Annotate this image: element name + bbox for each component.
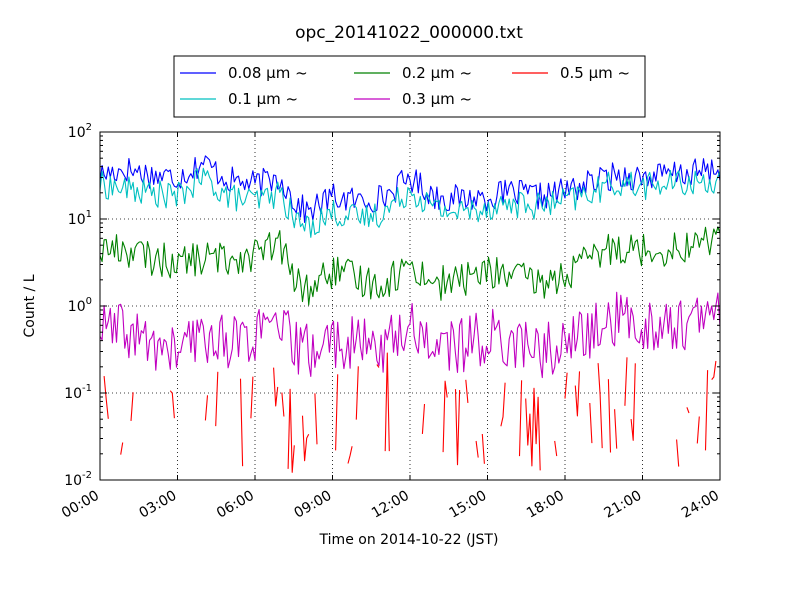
legend-entry: 0.3 μm ~: [354, 90, 472, 108]
y-tick-label: 101: [68, 209, 92, 228]
series-layer: [100, 155, 720, 472]
legend-entry: 0.1 μm ~: [180, 90, 298, 108]
legend-entry: 0.5 μm ~: [512, 64, 630, 82]
x-axis-label: Time on 2014-10-22 (JST): [319, 532, 499, 548]
chart-title: opc_20141022_000000.txt: [295, 23, 523, 43]
legend-label: 0.08 μm ~: [228, 64, 308, 82]
series-line: [100, 167, 720, 238]
y-tick-label: 100: [68, 296, 92, 315]
y-tick-label: 10-2: [64, 470, 92, 489]
legend: 0.08 μm ~ 0.1 μm ~ 0.2 μm ~ 0.3 μm ~ 0.5 μm …: [173, 55, 646, 118]
legend-label: 0.1 μm ~: [228, 90, 298, 108]
legend-frame: [173, 55, 646, 118]
y-tick-label: 102: [68, 122, 92, 141]
legend-label: 0.5 μm ~: [560, 64, 630, 82]
series-line: [100, 291, 720, 379]
series-line: [100, 155, 720, 224]
y-axis-label: Count / L: [22, 274, 38, 337]
legend-entry: 0.08 μm ~: [180, 64, 308, 82]
series-line: [100, 226, 720, 306]
y-tick-label: 10-1: [64, 383, 92, 402]
legend-label: 0.2 μm ~: [402, 64, 472, 82]
legend-entry: 0.2 μm ~: [354, 64, 472, 82]
legend-label: 0.3 μm ~: [402, 90, 472, 108]
